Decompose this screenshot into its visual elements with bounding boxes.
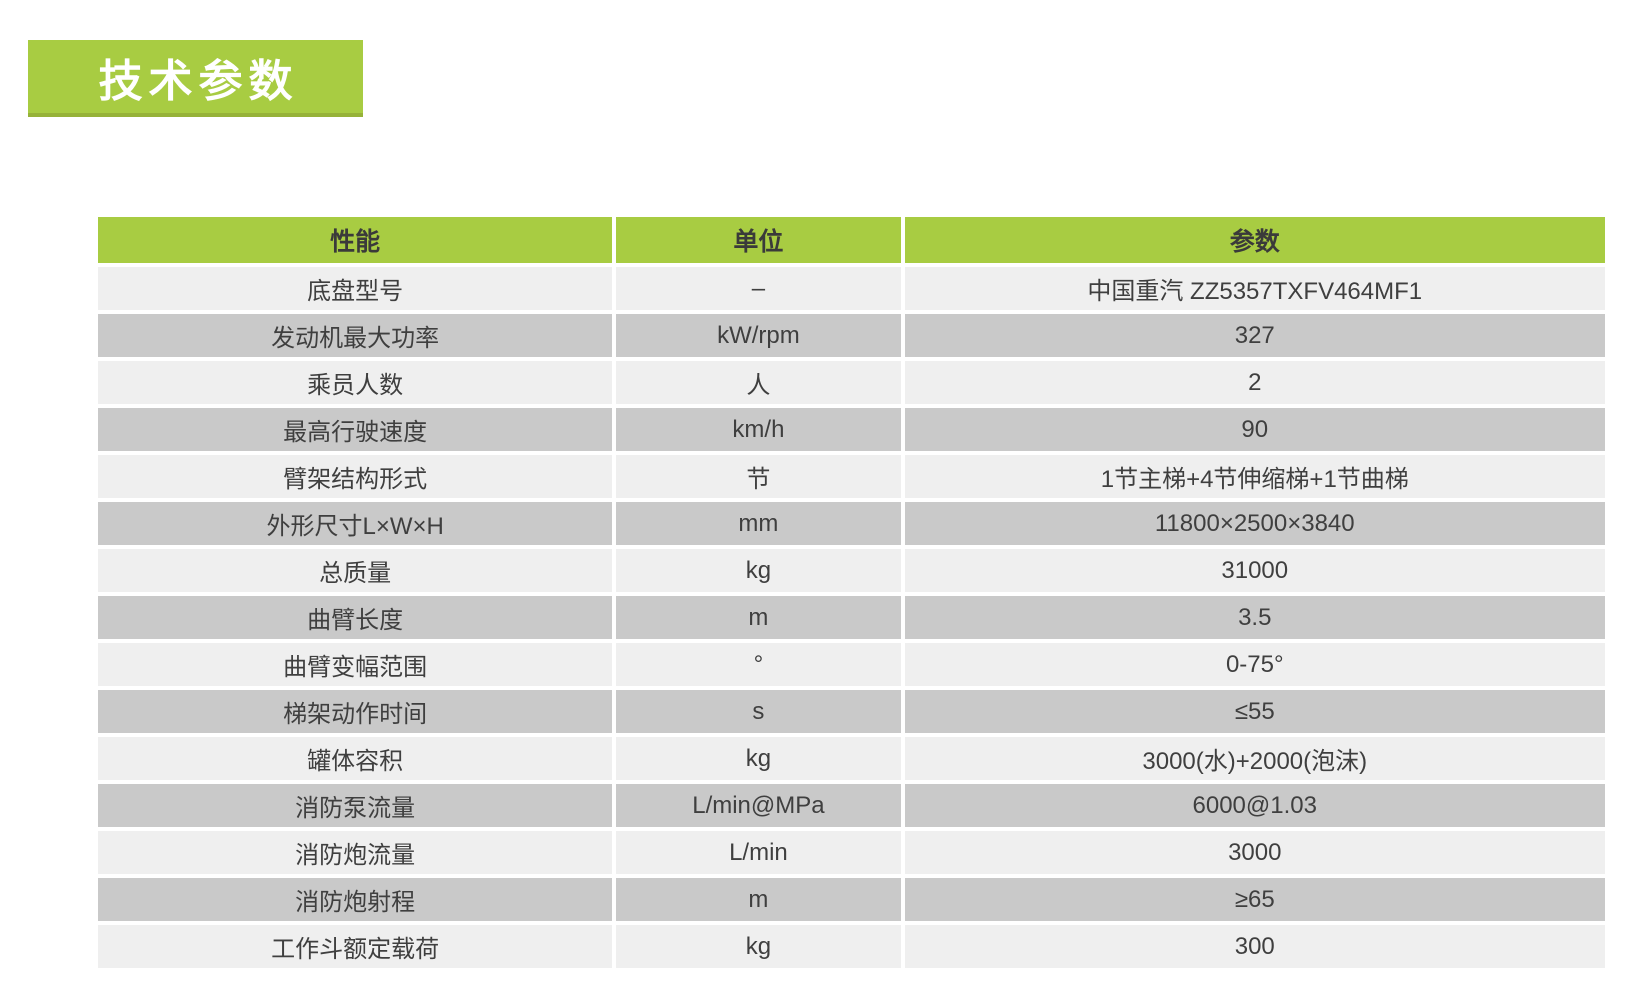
- page-title-label: 技术参数: [98, 56, 299, 106]
- parameter-cell: 6000@1.03: [904, 784, 1605, 827]
- unit-cell: kg: [616, 549, 901, 592]
- performance-cell: 曲臂长度: [98, 596, 613, 639]
- performance-cell: 最高行驶速度: [98, 408, 613, 451]
- parameter-cell: 90: [904, 408, 1605, 451]
- table-row: 发动机最大功率 kW/rpm 327: [98, 314, 1605, 357]
- unit-cell: L/min@MPa: [616, 784, 901, 827]
- parameter-cell: ≤55: [904, 690, 1605, 733]
- table-row: 消防炮射程 m ≥65: [98, 878, 1605, 921]
- parameter-cell: 327: [904, 314, 1605, 357]
- performance-cell: 臂架结构形式: [98, 455, 613, 498]
- table-row: 曲臂变幅范围 ° 0-75°: [98, 643, 1605, 686]
- performance-cell: 消防炮流量: [98, 831, 613, 874]
- unit-cell: s: [616, 690, 901, 733]
- unit-cell: L/min: [616, 831, 901, 874]
- parameter-cell: 1节主梯+4节伸缩梯+1节曲梯: [904, 455, 1605, 498]
- table-row: 乘员人数人 2: [98, 361, 1605, 404]
- unit-cell: kg: [616, 737, 901, 780]
- table-row: 曲臂长度 m 3.5: [98, 596, 1605, 639]
- table-row: 罐体容积 kg 3000(水)+2000(泡沫): [98, 737, 1605, 780]
- performance-cell: 外形尺寸L×W×H: [98, 502, 613, 545]
- performance-cell: 总质量: [98, 549, 613, 592]
- unit-cell: kg: [616, 925, 901, 968]
- spec-table-header: 性能 单位 参数: [98, 217, 1605, 263]
- performance-cell: 消防泵流量: [98, 784, 613, 827]
- parameter-cell: ≥65: [904, 878, 1605, 921]
- performance-cell: 梯架动作时间: [98, 690, 613, 733]
- table-row: 工作斗额定载荷 kg 300: [98, 925, 1605, 968]
- unit-cell: –: [616, 267, 901, 310]
- header-performance: 性能: [98, 217, 613, 263]
- unit-cell: m: [616, 878, 901, 921]
- table-row: 消防泵流量 L/min@MPa 6000@1.03: [98, 784, 1605, 827]
- parameter-cell: 3000(水)+2000(泡沫): [904, 737, 1605, 780]
- performance-cell: 消防炮射程: [98, 878, 613, 921]
- parameter-cell: 2: [904, 361, 1605, 404]
- table-row: 总质量 kg 31000: [98, 549, 1605, 592]
- unit-cell: km/h: [616, 408, 901, 451]
- table-row: 消防炮流量 L/min 3000: [98, 831, 1605, 874]
- parameter-cell: 3000: [904, 831, 1605, 874]
- parameter-cell: 3.5: [904, 596, 1605, 639]
- performance-cell: 罐体容积: [98, 737, 613, 780]
- table-row: 底盘型号 – 中国重汽 ZZ5357TXFV464MF1: [98, 267, 1605, 310]
- performance-cell: 工作斗额定载荷: [98, 925, 613, 968]
- parameter-cell: 31000: [904, 549, 1605, 592]
- header-unit: 单位: [616, 217, 901, 263]
- performance-cell: 发动机最大功率: [98, 314, 613, 357]
- page-title: 技术参数: [28, 40, 363, 117]
- parameter-cell: 11800×2500×3840: [904, 502, 1605, 545]
- unit-cell: °: [616, 643, 901, 686]
- table-row: 外形尺寸L×W×H mm 11800×2500×3840: [98, 502, 1605, 545]
- parameter-cell: 300: [904, 925, 1605, 968]
- parameter-cell: 0-75°: [904, 643, 1605, 686]
- performance-cell: 乘员人数: [98, 361, 613, 404]
- header-row: 性能 单位 参数: [98, 217, 1605, 263]
- spec-table: 性能 单位 参数 底盘型号 – 中国重汽 ZZ5357TXFV464MF1 发动机最大…: [94, 213, 1609, 972]
- performance-cell: 曲臂变幅范围: [98, 643, 613, 686]
- header-parameter: 参数: [904, 217, 1605, 263]
- table-row: 最高行驶速度 km/h 90: [98, 408, 1605, 451]
- table-row: 臂架结构形式节 1节主梯+4节伸缩梯+1节曲梯: [98, 455, 1605, 498]
- spec-table-body: 底盘型号 – 中国重汽 ZZ5357TXFV464MF1 发动机最大功率 kW/rpm 3…: [98, 267, 1605, 968]
- unit-cell: kW/rpm: [616, 314, 901, 357]
- performance-cell: 底盘型号: [98, 267, 613, 310]
- unit-cell: 节: [616, 455, 901, 498]
- unit-cell: m: [616, 596, 901, 639]
- unit-cell: mm: [616, 502, 901, 545]
- parameter-cell: 中国重汽 ZZ5357TXFV464MF1: [904, 267, 1605, 310]
- table-row: 梯架动作时间 s ≤55: [98, 690, 1605, 733]
- unit-cell: 人: [616, 361, 901, 404]
